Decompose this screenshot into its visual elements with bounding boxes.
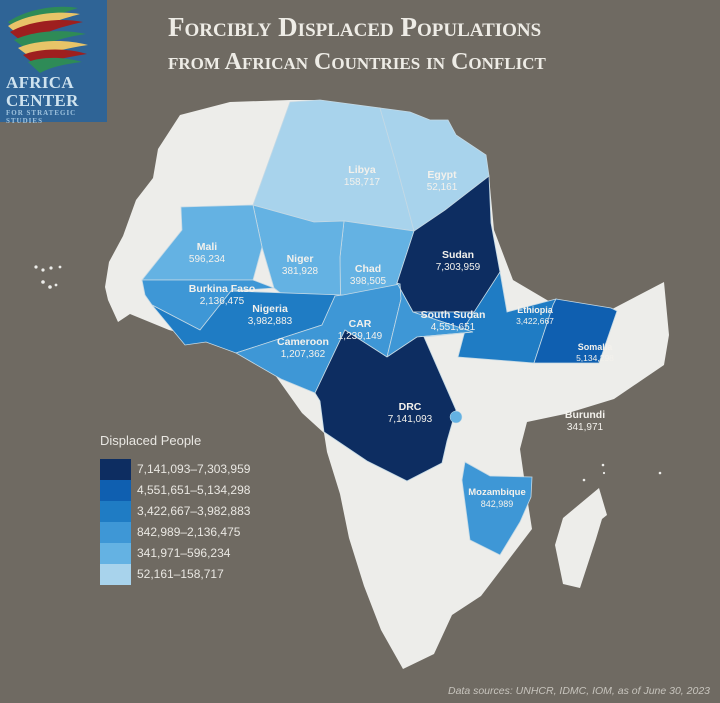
svg-text:52,161: 52,161 (427, 182, 458, 193)
svg-text:7,141,093: 7,141,093 (388, 414, 433, 425)
svg-text:1,239,149: 1,239,149 (338, 331, 383, 342)
svg-text:398,505: 398,505 (350, 276, 387, 287)
svg-text:7,303,959: 7,303,959 (436, 262, 481, 273)
svg-text:Niger: Niger (287, 253, 314, 265)
svg-text:4,551,651: 4,551,651 (431, 322, 476, 333)
svg-text:DRC: DRC (399, 401, 422, 413)
svg-text:3,982,883: 3,982,883 (248, 316, 293, 327)
svg-text:Egypt: Egypt (427, 169, 457, 181)
svg-text:Ethiopia: Ethiopia (517, 305, 553, 315)
svg-text:Nigeria: Nigeria (252, 303, 288, 315)
svg-text:2,136,475: 2,136,475 (200, 296, 245, 307)
svg-text:381,928: 381,928 (282, 266, 319, 277)
svg-text:Burundi: Burundi (565, 409, 605, 421)
svg-text:CAR: CAR (349, 318, 372, 330)
svg-text:5,134,298: 5,134,298 (576, 353, 614, 363)
svg-text:Burkina Faso: Burkina Faso (189, 283, 256, 295)
svg-text:842,989: 842,989 (481, 499, 514, 509)
svg-text:3,422,667: 3,422,667 (516, 316, 554, 326)
svg-text:Cameroon: Cameroon (277, 336, 329, 348)
svg-text:1,207,362: 1,207,362 (281, 349, 326, 360)
svg-text:341,971: 341,971 (567, 422, 604, 433)
svg-text:596,234: 596,234 (189, 254, 226, 265)
svg-text:Somalia: Somalia (578, 342, 614, 352)
svg-text:Mali: Mali (197, 241, 218, 253)
svg-text:Sudan: Sudan (442, 249, 474, 261)
svg-text:Libya: Libya (348, 164, 376, 176)
svg-text:158,717: 158,717 (344, 177, 381, 188)
svg-text:South Sudan: South Sudan (421, 309, 486, 321)
svg-text:Chad: Chad (355, 263, 381, 275)
svg-text:Mozambique: Mozambique (468, 487, 526, 498)
